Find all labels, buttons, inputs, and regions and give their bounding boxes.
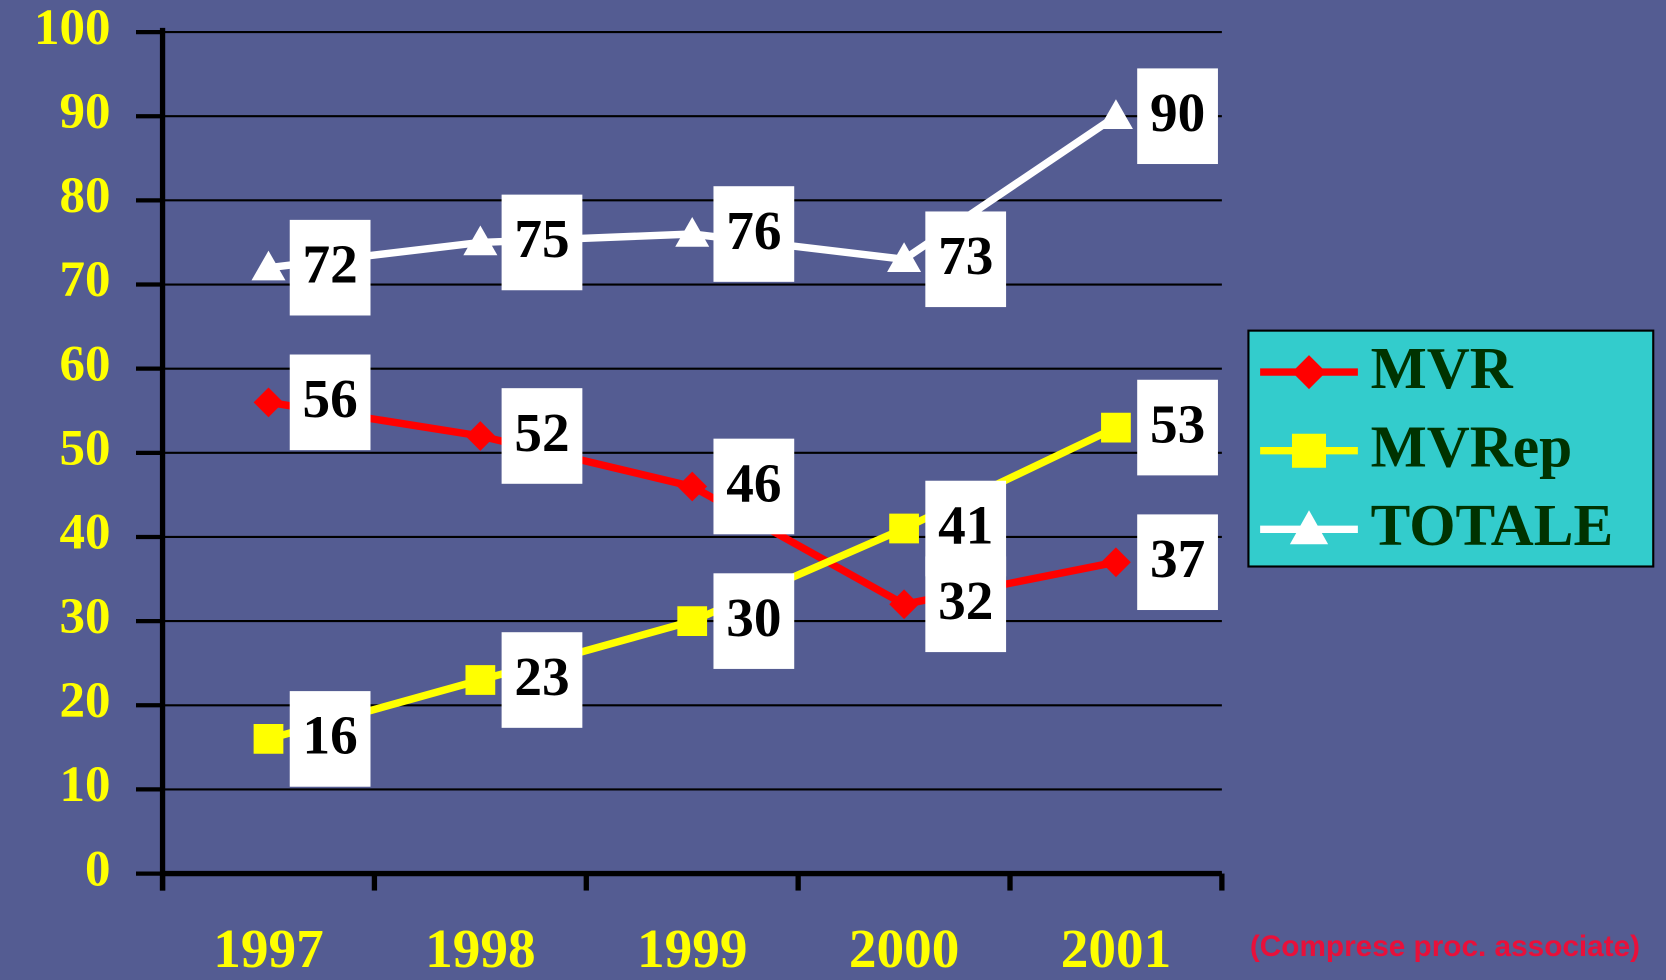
value-label: 75 (514, 208, 569, 269)
value-label: 46 (726, 452, 781, 513)
legend-label: MVR (1371, 335, 1514, 401)
value-label: 37 (1150, 528, 1205, 589)
marker (463, 225, 498, 256)
value-label-box (713, 438, 795, 535)
value-label-box (289, 354, 371, 451)
marker (1101, 547, 1131, 578)
value-label-box (1137, 514, 1218, 611)
value-label-box (713, 573, 795, 669)
marker (1101, 412, 1131, 443)
marker (251, 250, 286, 281)
y-tick-label: 60 (60, 336, 111, 392)
marker (1098, 99, 1133, 129)
x-tick-label: 1998 (425, 918, 536, 979)
marker (675, 217, 710, 247)
marker (1292, 355, 1326, 390)
value-label-box (289, 219, 371, 316)
value-label: 32 (938, 570, 993, 631)
marker (677, 606, 708, 636)
marker (677, 471, 708, 502)
value-label: 23 (514, 646, 569, 707)
value-label: 56 (302, 368, 357, 429)
value-label: 41 (938, 494, 993, 555)
marker (889, 589, 919, 620)
value-label-box (925, 480, 1007, 577)
y-tick-label: 10 (60, 757, 111, 813)
y-tick-label: 80 (60, 168, 111, 224)
marker (889, 513, 919, 544)
value-label: 90 (1150, 82, 1205, 143)
value-label: 30 (726, 587, 781, 648)
value-label-box (289, 691, 371, 787)
value-label: 73 (938, 225, 993, 286)
marker (465, 421, 496, 451)
y-tick-label: 90 (60, 84, 111, 140)
value-label-box (713, 186, 795, 282)
value-label: 72 (302, 233, 357, 294)
value-label-box (501, 194, 583, 291)
x-tick-label: 1999 (637, 918, 748, 979)
marker (253, 724, 284, 754)
legend-label: TOTALE (1371, 492, 1614, 558)
marker (253, 387, 284, 418)
value-label-box (925, 211, 1007, 308)
x-tick-label: 2001 (1061, 918, 1172, 979)
y-tick-label: 50 (60, 421, 111, 477)
annotation: (Comprese proc. associate) (1250, 930, 1640, 963)
value-label: 16 (302, 705, 357, 766)
value-label: 52 (514, 402, 569, 463)
y-tick-label: 40 (60, 505, 111, 561)
marker (887, 242, 922, 273)
value-label: 76 (726, 200, 781, 261)
value-label: 53 (1150, 393, 1205, 454)
y-tick-label: 0 (85, 841, 111, 897)
y-tick-label: 20 (60, 673, 111, 729)
marker (1289, 510, 1329, 545)
value-label-box (501, 632, 583, 728)
x-tick-label: 2000 (849, 918, 960, 979)
legend: MVR MVRep TOTALE (1247, 329, 1655, 568)
x-tick-label: 1997 (213, 918, 324, 979)
y-tick-label: 70 (60, 252, 111, 308)
marker (1292, 433, 1326, 468)
value-label-box (1137, 379, 1218, 476)
y-tick-label: 100 (34, 0, 111, 56)
value-label-box (501, 388, 583, 484)
value-label-box (1137, 68, 1218, 165)
y-tick-label: 30 (60, 589, 111, 645)
legend-label: MVRep (1371, 413, 1573, 479)
marker (465, 665, 496, 695)
